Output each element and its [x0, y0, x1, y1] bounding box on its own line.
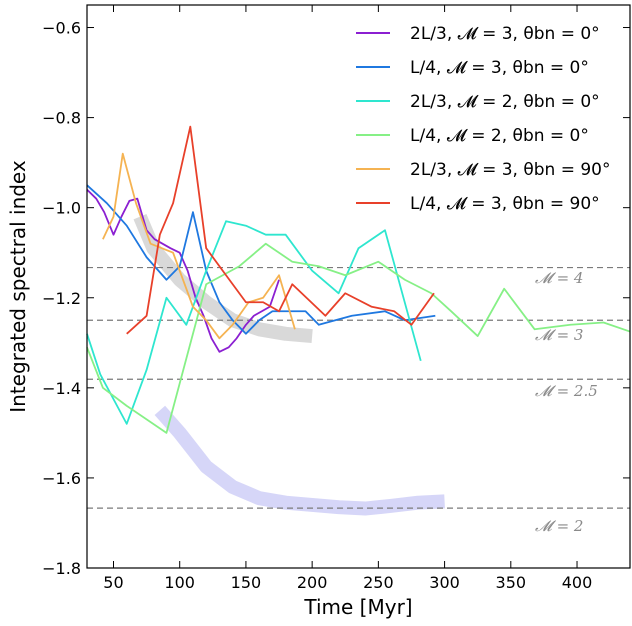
trend-band-1 — [154, 405, 445, 516]
series-line-2 — [86, 220, 422, 425]
series-line-0 — [86, 189, 280, 353]
x-tick-label: 50 — [103, 573, 123, 592]
reference-line-label-0: 𝓜 = 4 — [535, 269, 583, 287]
series-line-3 — [86, 242, 631, 434]
legend-label-1: L/4, 𝓜 = 3, θbn = 0° — [410, 58, 589, 78]
x-tick-label: 400 — [562, 573, 593, 592]
reference-line-label-3: 𝓜 = 2 — [535, 517, 583, 535]
legend-label-3: L/4, 𝓜 = 2, θbn = 0° — [410, 126, 589, 146]
reference-line-label-1: 𝓜 = 3 — [535, 326, 583, 344]
legend-label-5: L/4, 𝓜 = 3, θbn = 90° — [410, 194, 600, 214]
legend-label-0: 2L/3, 𝓜 = 3, θbn = 0° — [410, 24, 600, 44]
x-tick-label: 350 — [496, 573, 527, 592]
y-axis-label: Integrated spectral index — [6, 160, 30, 413]
y-tick-label: −1.8 — [42, 559, 81, 578]
plot-frame — [86, 4, 631, 569]
x-axis-label: Time [Myr] — [303, 595, 412, 619]
series-line-1 — [86, 184, 436, 335]
x-tick-label: 100 — [164, 573, 195, 592]
axes: 50 100 150 200 250 300 350 400 −1.8 −1.6 −1.4 −1.2 −… — [6, 4, 631, 619]
legend: 2L/3, 𝓜 = 3, θbn = 0° L/4, 𝓜 = 3, θbn = 0… — [356, 24, 611, 214]
y-tick-label: −1.4 — [42, 379, 81, 398]
x-tick-label: 300 — [429, 573, 460, 592]
y-tick-label: −1.6 — [42, 469, 81, 488]
series-layer — [86, 125, 631, 434]
x-tick-label: 150 — [231, 573, 262, 592]
reference-line-label-2: 𝓜 = 2.5 — [535, 382, 598, 400]
series-line-5 — [126, 125, 435, 335]
legend-label-4: 2L/3, 𝓜 = 3, θbn = 90° — [410, 160, 611, 180]
y-tick-label: −1.2 — [42, 289, 81, 308]
x-tick-label: 250 — [363, 573, 394, 592]
y-tick-label: −0.8 — [42, 109, 81, 128]
series-line-4 — [102, 152, 296, 340]
y-tick-label: −1.0 — [42, 199, 81, 218]
legend-label-2: 2L/3, 𝓜 = 2, θbn = 0° — [410, 92, 600, 112]
y-tick-label: −0.6 — [42, 19, 81, 38]
x-tick-label: 200 — [297, 573, 328, 592]
